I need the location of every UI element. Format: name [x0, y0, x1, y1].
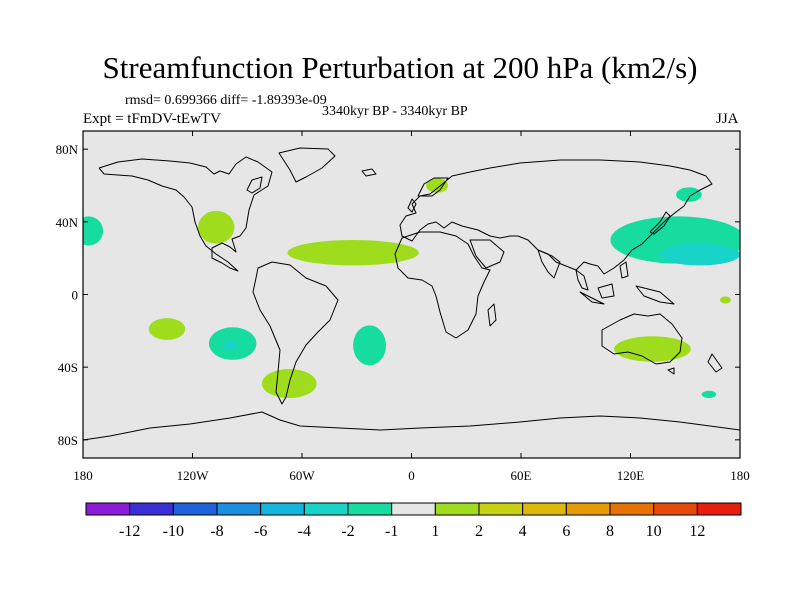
colorbar-label-1: -10 [163, 523, 184, 540]
coast-india [537, 249, 561, 279]
colorbar-label-5: -2 [341, 523, 354, 540]
colorbar-label-10: 6 [562, 523, 570, 540]
coast-malay [575, 269, 589, 291]
colorbar-label-9: 4 [519, 523, 527, 540]
coast-japan [649, 211, 671, 235]
colorbar-swatch-6 [347, 502, 393, 516]
coast-iceland [361, 168, 377, 177]
colorbar-swatch-3 [216, 502, 262, 516]
colorbar-label-13: 12 [689, 523, 705, 540]
stats-label: rmsd= 0.699366 diff= -1.89393e-09 [125, 93, 327, 108]
coast-australia [601, 313, 683, 365]
colorbar-label-12: 10 [646, 523, 662, 540]
colorbar-label-0: -12 [119, 523, 140, 540]
coast-borneo [597, 283, 615, 299]
colorbar-swatch-5 [303, 502, 349, 516]
season-label: JJA [716, 111, 739, 127]
anomaly-region-14 [719, 296, 731, 304]
anomaly-region-12 [614, 336, 691, 362]
y-tick-label-3: 40S [58, 360, 78, 375]
coastlines [83, 147, 740, 441]
colorbar-label-8: 2 [475, 523, 483, 540]
anomaly-region-2 [287, 240, 419, 266]
anomaly-region-1 [197, 210, 235, 244]
colorbar-label-7: 1 [431, 523, 439, 540]
x-tick-label-5: 120E [617, 468, 645, 483]
coast-new-zealand [707, 353, 723, 373]
period-label: 3340kyr BP - 3340kyr BP [322, 104, 468, 119]
x-tick-label-3: 0 [408, 468, 415, 483]
anomaly-region-0 [83, 216, 104, 246]
coast-south-america [252, 261, 339, 405]
colorbar-swatch-13 [653, 502, 698, 516]
anomaly-region-10 [659, 243, 740, 266]
anomaly-layer [83, 178, 740, 399]
anomaly-region-11 [676, 187, 702, 202]
colorbar-swatch-10 [522, 502, 567, 516]
x-tick-label-4: 60E [511, 468, 532, 483]
anomaly-region-4 [148, 318, 186, 340]
colorbar-swatch-2 [172, 502, 218, 516]
colorbar-swatch-7 [391, 502, 436, 516]
anomaly-region-3 [426, 178, 448, 193]
coast-sumatra [579, 291, 605, 305]
x-tick-label-2: 60W [289, 468, 315, 483]
colorbar-swatch-11 [565, 502, 611, 516]
colorbar-swatch-9 [478, 502, 524, 516]
coast-new-guinea [635, 285, 675, 305]
coast-africa [394, 231, 491, 339]
coast-greenland [278, 147, 336, 183]
y-tick-label-4: 80S [58, 433, 78, 448]
colorbar-label-6: -1 [385, 523, 398, 540]
colorbar-label-2: -8 [210, 523, 223, 540]
coast-madagascar [487, 303, 497, 327]
coast-antarctica [83, 411, 740, 441]
colorbar-swatch-4 [260, 502, 305, 516]
coast-britain [407, 198, 417, 213]
map-background [83, 131, 740, 458]
axis-ticks: 180 120W 60W 0 60E 120E 180 80N 40N 0 40S 80S [56, 131, 750, 483]
coast-scandinavia [417, 177, 449, 197]
y-tick-label-2: 0 [72, 288, 79, 303]
colorbar-label-11: 8 [606, 523, 614, 540]
experiment-label: Expt = tFmDV-tEwTV [83, 111, 221, 127]
coast-tasmania [667, 367, 675, 375]
x-tick-label-1: 120W [177, 468, 210, 483]
colorbar-swatch-0 [85, 502, 131, 516]
chart-title: Streamfunction Perturbation at 200 hPa (… [102, 50, 698, 85]
colorbar-swatch-12 [609, 502, 655, 516]
anomaly-region-13 [701, 390, 717, 399]
x-tick-label-0: 180 [73, 468, 93, 483]
colorbar-label-3: -6 [254, 523, 267, 540]
anomaly-region-6 [223, 340, 239, 350]
y-tick-label-0: 80N [56, 142, 79, 157]
coast-hudson-bay [246, 176, 263, 194]
colorbar: -12 -10 -8 -6 -4 -2 -1 1 2 4 6 8 10 12 [85, 502, 742, 540]
x-tick-label-6: 180 [730, 468, 750, 483]
colorbar-swatch-8 [434, 502, 480, 516]
colorbar-swatch-1 [129, 502, 174, 516]
coast-eurasia [399, 159, 713, 275]
y-tick-label-1: 40N [56, 215, 79, 230]
coast-arabia [469, 239, 505, 269]
coast-philippines [619, 261, 629, 279]
anomaly-region-8 [353, 325, 386, 366]
colorbar-swatch-14 [696, 502, 742, 516]
colorbar-label-4: -4 [298, 523, 311, 540]
coast-north-america [98, 156, 273, 272]
